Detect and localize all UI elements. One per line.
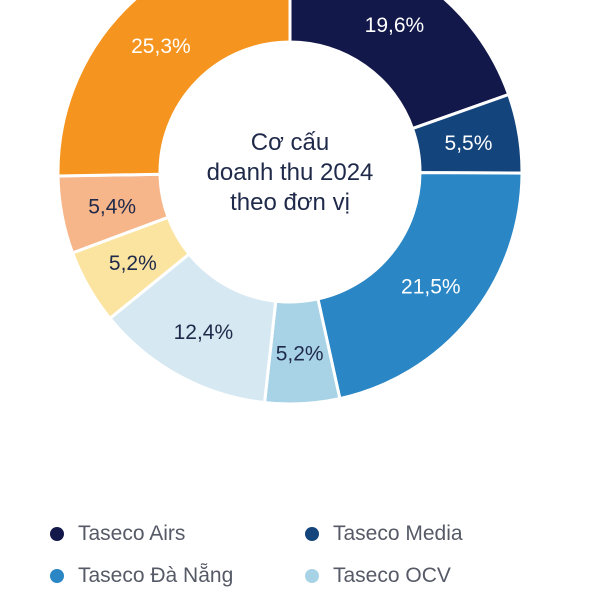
center-title-line-1: Cơ cấu [250,129,330,156]
center-title-line-2: doanh thu 2024 [206,159,374,186]
slice-value-label-3: 21,5% [401,276,461,299]
donut-slice-3 [316,171,524,401]
legend-item-taseco-ocv: Taseco OCV [305,564,451,588]
legend-item-taseco-media: Taseco Media [305,522,463,546]
legend-label: Taseco OCV [333,564,451,587]
slice-value-label-4: 5,2% [276,343,324,366]
legend-swatch [50,569,64,583]
legend-label: Taseco Media [333,522,463,545]
center-title-line-3: theo đơn vị [230,189,350,216]
legend-swatch [50,527,64,541]
legend-swatch [305,569,319,583]
legend-item-taseco-da-nang: Taseco Đà Nẵng [50,564,233,588]
donut-chart: 19,6% 5,5% 21,5% 5,2% 12,4% 5,2% 5,4% 25,3% [56,0,524,406]
donut-slice-1 [288,0,511,131]
slice-value-label-6: 5,2% [109,252,157,275]
slice-value-label-8: 25,3% [131,35,191,58]
legend-label: Taseco Đà Nẵng [78,564,234,587]
slice-value-label-2: 5,5% [445,132,493,155]
legend-item-taseco-airs: Taseco Airs [50,522,185,546]
chart-center-title: Cơ cấu doanh thu 2024 theo đơn vị [175,128,405,218]
donut-slice-8 [56,0,292,178]
slice-value-label-1: 19,6% [365,14,425,37]
legend-swatch [305,527,319,541]
slice-value-label-7: 5,4% [88,196,136,219]
legend-label: Taseco Airs [78,522,186,545]
slice-value-label-5: 12,4% [174,321,234,344]
